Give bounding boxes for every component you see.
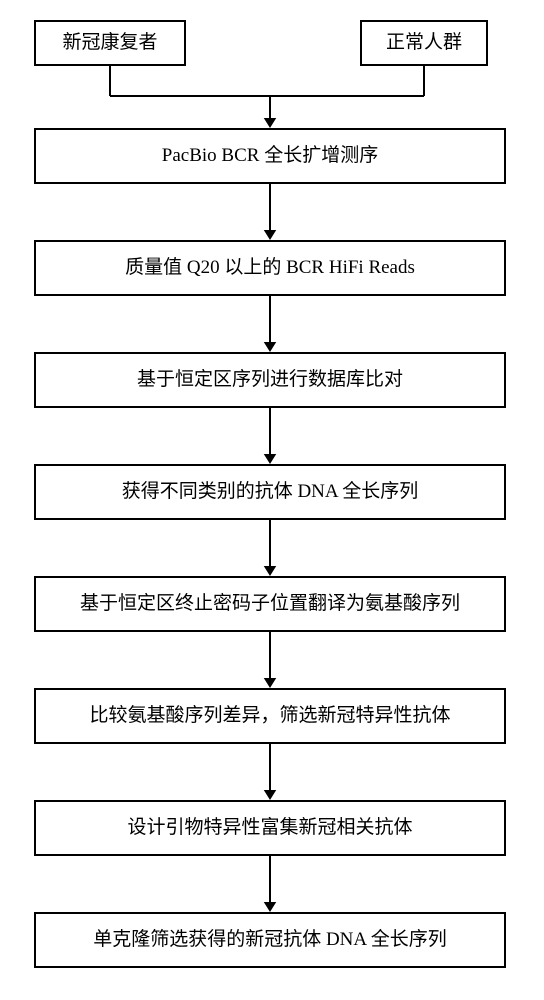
node-step-3: 基于恒定区序列进行数据库比对: [34, 352, 506, 408]
node-step-4: 获得不同类别的抗体 DNA 全长序列: [34, 464, 506, 520]
node-label: 正常人群: [386, 31, 462, 56]
node-label: 基于恒定区序列进行数据库比对: [137, 368, 403, 393]
node-step-2: 质量值 Q20 以上的 BCR HiFi Reads: [34, 240, 506, 296]
node-top-right: 正常人群: [360, 20, 488, 66]
node-top-left: 新冠康复者: [34, 20, 186, 66]
node-label: 新冠康复者: [62, 31, 157, 56]
node-step-8: 单克隆筛选获得的新冠抗体 DNA 全长序列: [34, 912, 506, 968]
flowchart-canvas: 新冠康复者 正常人群 PacBio BCR 全长扩增测序 质量值 Q20 以上的…: [0, 0, 544, 1000]
node-step-1: PacBio BCR 全长扩增测序: [34, 128, 506, 184]
node-label: 质量值 Q20 以上的 BCR HiFi Reads: [125, 256, 415, 281]
node-label: 基于恒定区终止密码子位置翻译为氨基酸序列: [80, 592, 460, 617]
node-label: 设计引物特异性富集新冠相关抗体: [127, 816, 412, 841]
node-label: 单克隆筛选获得的新冠抗体 DNA 全长序列: [93, 928, 447, 953]
node-step-5: 基于恒定区终止密码子位置翻译为氨基酸序列: [34, 576, 506, 632]
node-label: 获得不同类别的抗体 DNA 全长序列: [122, 480, 419, 505]
node-label: 比较氨基酸序列差异，筛选新冠特异性抗体: [89, 704, 450, 729]
node-step-7: 设计引物特异性富集新冠相关抗体: [34, 800, 506, 856]
node-label: PacBio BCR 全长扩增测序: [162, 144, 378, 169]
node-step-6: 比较氨基酸序列差异，筛选新冠特异性抗体: [34, 688, 506, 744]
